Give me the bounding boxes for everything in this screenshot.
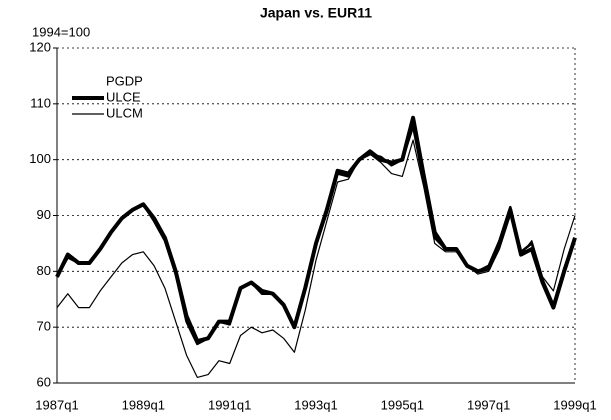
x-tick-label: 1999q1 [553, 397, 596, 412]
y-tick-label: 90 [37, 207, 51, 222]
y-tick-label: 60 [37, 374, 51, 389]
x-tick-label: 1989q1 [122, 397, 165, 412]
y-tick-label: 120 [29, 39, 51, 54]
x-tick-label: 1987q1 [35, 397, 78, 412]
y-tick-label: 110 [30, 95, 51, 110]
y-tick-label: 100 [29, 151, 51, 166]
x-tick-label: 1993q1 [294, 397, 337, 412]
legend-label: ULCM [106, 105, 143, 120]
legend-label: ULCE [106, 89, 141, 104]
series-line [55, 115, 577, 344]
y-tick-label: 80 [37, 263, 51, 278]
y-tick-label: 70 [37, 319, 51, 334]
x-tick-label: 1997q1 [467, 397, 510, 412]
x-tick-label: 1991q1 [208, 397, 251, 412]
y-axis-label: 1994=100 [32, 24, 90, 39]
x-tick-label: 1995q1 [381, 397, 424, 412]
chart-title: Japan vs. EUR11 [260, 5, 372, 21]
legend-label: PGDP [106, 73, 143, 88]
series-line [55, 124, 577, 346]
series-line [56, 139, 576, 378]
